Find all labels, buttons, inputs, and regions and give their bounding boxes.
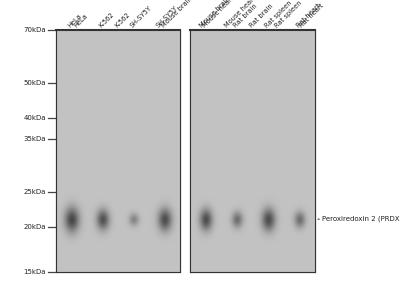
Text: Rat brain: Rat brain (248, 3, 274, 29)
Bar (190, 30, 315, 272)
Text: Rat spleen: Rat spleen (264, 0, 293, 29)
Text: Rat heart: Rat heart (295, 3, 322, 29)
Bar (56, 30, 180, 272)
Text: Rat spleen: Rat spleen (273, 0, 303, 29)
Text: 70kDa: 70kDa (23, 27, 46, 33)
Text: K-562: K-562 (98, 12, 116, 29)
Text: 20kDa: 20kDa (24, 224, 46, 230)
Text: SH-SY5Y: SH-SY5Y (155, 5, 179, 29)
Text: 25kDa: 25kDa (24, 189, 46, 195)
Text: 50kDa: 50kDa (24, 80, 46, 86)
Text: Mouse heart: Mouse heart (223, 0, 257, 29)
Text: 40kDa: 40kDa (24, 115, 46, 121)
Text: Rat heart: Rat heart (298, 3, 324, 29)
Text: Mouse heart: Mouse heart (201, 0, 235, 29)
Text: SH-SY5Y: SH-SY5Y (129, 5, 153, 29)
Text: K-562: K-562 (114, 12, 131, 29)
Text: Peroxiredoxin 2 (PRDX2): Peroxiredoxin 2 (PRDX2) (318, 216, 400, 222)
Text: Mouse brain: Mouse brain (160, 0, 194, 29)
Text: 35kDa: 35kDa (24, 136, 46, 142)
Text: HeLa: HeLa (72, 13, 88, 29)
Text: Rat brain: Rat brain (233, 3, 258, 29)
Text: Mouse brain: Mouse brain (198, 0, 232, 29)
Text: HeLa: HeLa (67, 13, 83, 29)
Text: 15kDa: 15kDa (24, 269, 46, 275)
